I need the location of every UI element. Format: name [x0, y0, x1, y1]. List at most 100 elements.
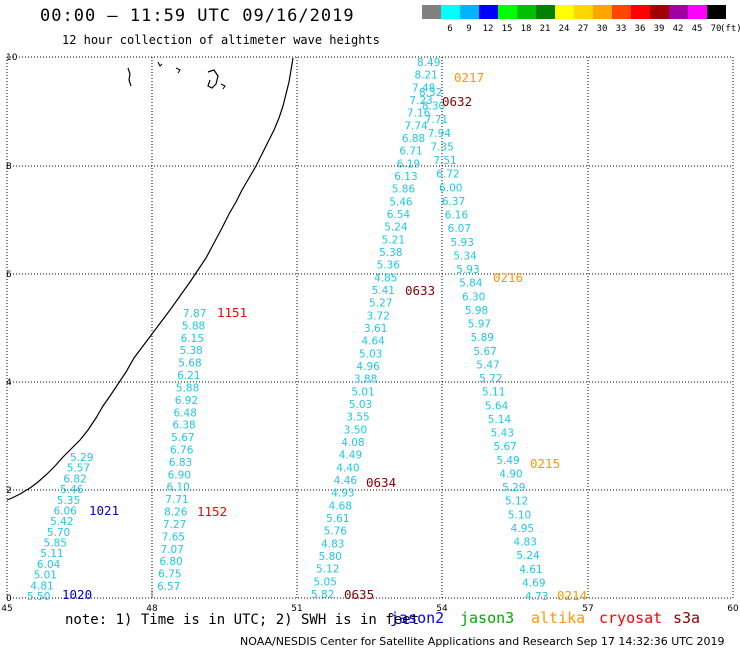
wave-height-value: 7.48 — [412, 82, 435, 94]
wave-height-value: 7.16 — [407, 108, 431, 120]
wave-height-value: 7.71 — [425, 114, 448, 126]
wave-height-value: 4.73 — [525, 591, 548, 603]
wave-height-value: 5.88 — [176, 382, 199, 394]
footer-credit: NOAA/NESDIS Center for Satellite Applica… — [240, 635, 725, 648]
wave-height-value: 6.75 — [158, 569, 181, 581]
wave-height-value: 5.72 — [479, 373, 502, 385]
y-tick-label: 4 — [6, 378, 12, 388]
satellite-jason2-label: jason2 — [390, 609, 445, 627]
y-tick-label: 2 — [6, 486, 12, 496]
wave-height-value: 5.57 — [67, 463, 90, 475]
legend-tick-label: 21 — [539, 24, 551, 34]
wave-height-value: 4.40 — [336, 462, 359, 474]
pass-time-label: 0214 — [557, 588, 587, 603]
wave-height-value: 6.71 — [399, 146, 422, 158]
wave-height-value: 8.32 — [419, 87, 442, 99]
wave-height-value: 5.82 — [311, 589, 334, 601]
y-tick-label: 10 — [6, 53, 18, 63]
legend-swatch — [498, 5, 517, 19]
wave-height-value: 5.68 — [178, 358, 201, 370]
wave-height-value: 5.21 — [382, 234, 405, 246]
wave-height-value: 5.76 — [324, 526, 348, 538]
wave-height-value: 6.83 — [169, 457, 192, 469]
wave-height-value: 5.34 — [453, 250, 477, 262]
wave-height-value: 5.93 — [456, 264, 479, 276]
legend-swatch — [574, 5, 593, 19]
wave-height-value: 6.72 — [436, 169, 459, 181]
y-tick-label: 0 — [6, 594, 12, 604]
wave-height-value: 4.93 — [331, 488, 354, 500]
legend-tick-label: 70 — [710, 24, 722, 34]
wave-height-value: 6.04 — [37, 559, 61, 571]
wave-height-value: 5.29 — [502, 482, 525, 494]
wave-height-value: 6.48 — [174, 407, 197, 419]
wave-height-value: 7.65 — [162, 531, 185, 543]
wave-height-value: 7.87 — [183, 308, 206, 320]
pass-time-label: 1152 — [197, 504, 227, 519]
pass-time-label: 1151 — [217, 305, 247, 320]
wave-height-value: 4.68 — [329, 500, 352, 512]
wave-height-value: 5.67 — [171, 432, 194, 444]
wave-height-value: 6.82 — [63, 473, 86, 485]
x-tick-label: 51 — [291, 604, 302, 614]
legend-tick-label: 27 — [577, 24, 589, 34]
pass-time-label: 0217 — [454, 70, 484, 85]
wave-height-value: 6.19 — [397, 158, 420, 170]
legend-swatch — [441, 5, 460, 19]
wave-height-value: 6.80 — [159, 556, 182, 568]
wave-height-value: 6.90 — [168, 469, 191, 481]
wave-height-value: 3.55 — [346, 412, 369, 424]
wave-height-value: 5.11 — [40, 548, 63, 560]
wave-height-value: 5.97 — [468, 319, 491, 331]
wave-height-value: 5.89 — [471, 332, 494, 344]
wave-height-value: 5.50 — [27, 591, 50, 603]
legend-tick-label: 33 — [615, 24, 627, 34]
legend-tick-label: 45 — [691, 24, 703, 34]
wave-height-value: 5.24 — [384, 222, 408, 234]
wave-height-value: 5.64 — [485, 400, 509, 412]
wave-height-value: 4.61 — [519, 564, 542, 576]
legend-tick-label: 18 — [520, 24, 532, 34]
island-outline — [220, 83, 226, 90]
wave-height-value: 7.51 — [433, 155, 456, 167]
page-subtitle: 12 hour collection of altimeter wave hei… — [62, 33, 380, 47]
y-tick-label: 8 — [6, 162, 12, 172]
legend-tick-label: 6 — [447, 24, 453, 34]
island-outline — [157, 61, 163, 67]
legend-swatch — [536, 5, 555, 19]
wave-height-value: 6.54 — [387, 209, 411, 221]
wave-height-value: 4.49 — [339, 450, 362, 462]
wave-height-value: 5.84 — [459, 278, 483, 290]
wave-height-value: 6.38 — [172, 420, 195, 432]
wave-height-value: 5.38 — [379, 247, 402, 259]
wave-height-value: 8.21 — [414, 70, 437, 82]
legend-swatch — [593, 5, 612, 19]
legend-tick-label: 15 — [501, 24, 513, 34]
wave-height-value: 7.71 — [165, 494, 188, 506]
wave-height-value: 6.37 — [442, 196, 465, 208]
legend-tick-label: 12 — [482, 24, 494, 34]
wave-height-value: 5.88 — [182, 320, 205, 332]
wave-height-value: 5.47 — [476, 359, 499, 371]
coastline — [6, 57, 294, 501]
wave-height-value: 5.11 — [482, 387, 505, 399]
wave-height-value: 7.23 — [409, 95, 432, 107]
x-tick-label: 60 — [727, 604, 739, 614]
pass-time-label: 1021 — [89, 503, 119, 518]
wave-height-value: 7.94 — [428, 128, 452, 140]
legend-swatch — [631, 5, 650, 19]
wave-height-value: 5.80 — [319, 551, 342, 563]
wave-height-value: 3.50 — [344, 424, 367, 436]
wave-height-value: 8.30 — [422, 101, 445, 113]
wave-height-value: 5.35 — [57, 495, 80, 507]
legend-swatch — [707, 5, 726, 19]
y-tick-label: 6 — [6, 270, 12, 280]
legend-tick-label: 36 — [634, 24, 646, 34]
satellite-altika-label: altika — [531, 609, 586, 627]
wave-height-value: 6.07 — [448, 223, 471, 235]
wave-height-value: 5.93 — [451, 237, 474, 249]
wave-height-value: 3.61 — [364, 323, 387, 335]
legend-tick-label: 39 — [653, 24, 665, 34]
note-text: note: 1) Time is in UTC; 2) SWH is in fe… — [65, 612, 420, 628]
